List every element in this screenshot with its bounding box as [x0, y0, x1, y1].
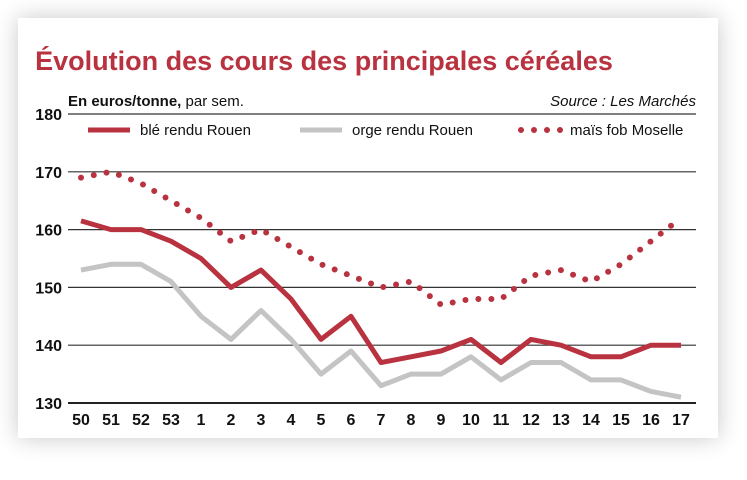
x-tick-label: 3	[257, 412, 266, 429]
unit-label: En euros/tonne, par sem.	[68, 93, 244, 110]
legend-label: orge rendu Rouen	[352, 122, 473, 139]
y-tick-label: 180	[35, 107, 62, 124]
x-tick-label: 13	[552, 412, 570, 429]
x-tick-label: 17	[672, 412, 690, 429]
x-tick-label: 52	[132, 412, 150, 429]
y-axis-ticks: 130 140 150 160 170 180	[35, 107, 62, 413]
line-chart: Évolution des cours des principales céré…	[35, 45, 696, 429]
x-tick-label: 4	[287, 412, 296, 429]
legend-label: blé rendu Rouen	[140, 122, 251, 139]
x-tick-label: 14	[582, 412, 600, 429]
x-tick-label: 2	[227, 412, 236, 429]
source-note: Source : Les Marchés	[550, 93, 696, 110]
y-tick-label: 140	[35, 338, 62, 355]
x-tick-label: 5	[317, 412, 326, 429]
x-tick-label: 51	[102, 412, 120, 429]
x-tick-label: 8	[407, 412, 416, 429]
legend-label: maïs fob Moselle	[570, 122, 683, 139]
x-tick-label: 10	[462, 412, 480, 429]
unit-label-bold: En euros/tonne,	[68, 93, 181, 110]
series-line-1	[80, 261, 682, 400]
x-tick-label: 53	[162, 412, 180, 429]
x-tick-label: 7	[377, 412, 386, 429]
series-line-2	[78, 168, 684, 308]
x-tick-label: 50	[72, 412, 90, 429]
y-tick-label: 130	[35, 396, 62, 413]
series-lines	[78, 168, 684, 400]
y-tick-label: 160	[35, 223, 62, 240]
x-tick-label: 6	[347, 412, 356, 429]
y-tick-label: 170	[35, 165, 62, 182]
series-line-0	[80, 218, 681, 365]
chart-title: Évolution des cours des principales céré…	[35, 45, 613, 76]
legend: blé rendu Rouen orge rendu Rouen maïs fob …	[88, 122, 683, 139]
unit-label-rest: par sem.	[181, 93, 244, 110]
x-axis-ticks: 50 51 52 53 1 2 3 4 5 6 7 8 9 10 11 12 13 14 15 16 17	[72, 412, 690, 429]
x-tick-label: 12	[522, 412, 540, 429]
x-tick-label: 9	[437, 412, 446, 429]
x-tick-label: 1	[197, 412, 206, 429]
x-tick-label: 16	[642, 412, 660, 429]
x-tick-label: 15	[612, 412, 630, 429]
y-tick-label: 150	[35, 280, 62, 297]
chart-card: Évolution des cours des principales céré…	[18, 18, 718, 438]
x-tick-label: 11	[493, 412, 510, 429]
